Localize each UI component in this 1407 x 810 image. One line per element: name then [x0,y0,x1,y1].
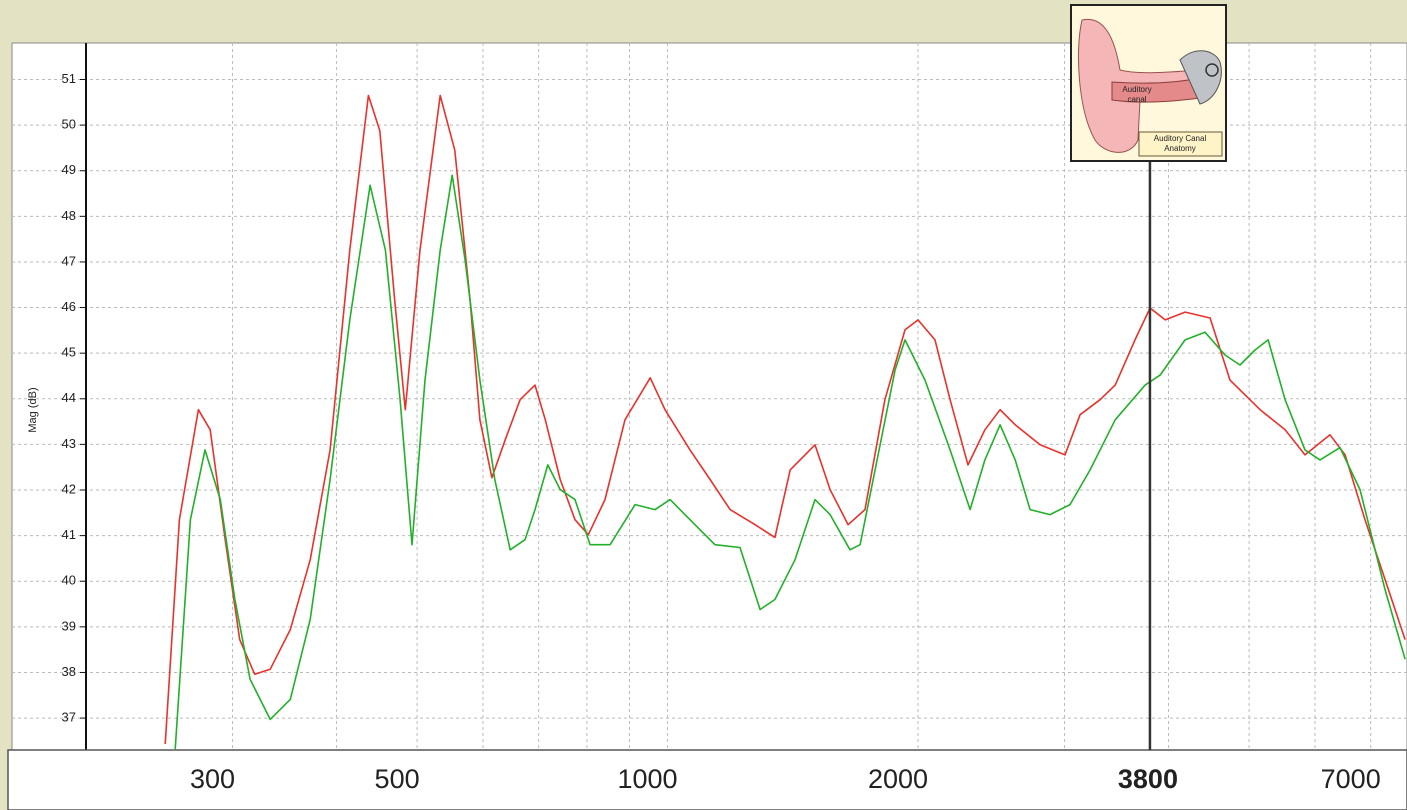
y-tick-label: 46 [62,299,76,314]
inset-label: canal [1127,95,1146,104]
y-tick-label: 49 [62,162,76,177]
response-curve [164,94,1406,745]
cursor-label: 3800 [1118,764,1178,794]
y-tick-label: 37 [62,710,76,725]
y-tick-label: 39 [62,618,76,633]
y-tick-label: 41 [62,527,76,542]
x-axis-bar [7,749,1407,810]
inset-caption-box [1138,131,1223,157]
y-axis-label: Mag (dB) [27,387,39,432]
inset-caption: Anatomy [1164,144,1196,153]
y-tick-label: 42 [62,481,76,496]
inset-caption: Auditory Canal [1154,134,1207,143]
y-tick-label: 38 [62,664,76,679]
y-tick-label: 47 [62,253,76,268]
x-tick-label: 2000 [868,764,928,794]
grid [12,43,1407,750]
y-tick-label: 51 [62,71,76,86]
curves [164,94,1406,750]
y-ticks: 37 38 39 40 41 42 43 44 45 46 47 48 49 50 51 [62,71,86,725]
y-tick-label: 48 [62,208,76,223]
x-ticks: 300 500 1000 2000 7000 3800 [190,764,1381,794]
inset-label: Auditory [1122,85,1151,94]
x-tick-label: 1000 [618,764,678,794]
y-tick-label: 40 [62,573,76,588]
y-tick-label: 45 [62,345,76,360]
y-tick-label: 43 [62,436,76,451]
y-tick-label: 44 [62,390,76,405]
response-curve [174,174,1406,750]
y-tick-label: 50 [62,117,76,132]
x-tick-label: 500 [375,764,420,794]
x-tick-label: 7000 [1321,764,1381,794]
ear-inset: Auditory canal Auditory Canal Anatomy [1070,4,1227,162]
cochlea [1205,63,1219,77]
x-tick-label: 300 [190,764,235,794]
